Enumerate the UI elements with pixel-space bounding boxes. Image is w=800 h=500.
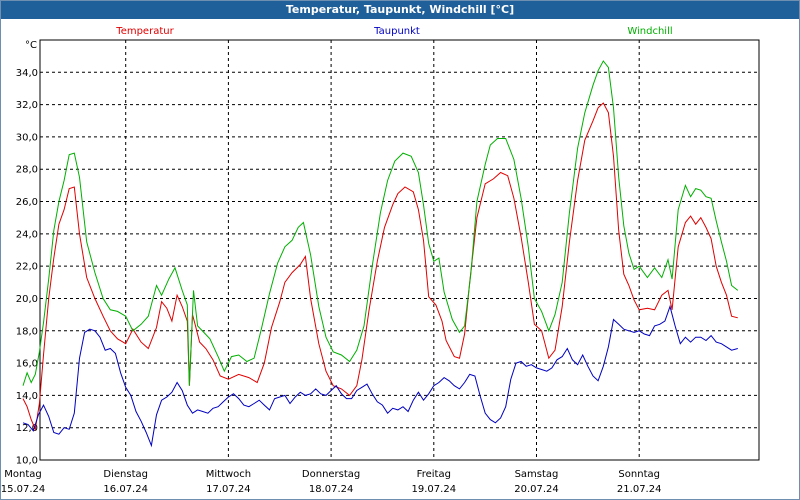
y-axis-ticks: 10,0 12,0 14,0 16,0 18,0 20,0 22,0 24,0 26,0 28,0… xyxy=(16,68,38,467)
x-tick-date: 20.07.24 xyxy=(514,484,559,495)
gridlines xyxy=(40,40,759,460)
x-tick-date: 21.07.24 xyxy=(617,484,662,495)
y-tick-label: 12,0 xyxy=(16,423,38,434)
y-tick-label: 34,0 xyxy=(16,68,38,79)
chart-title: Temperatur, Taupunkt, Windchill [°C] xyxy=(1,1,799,19)
x-tick-date: 19.07.24 xyxy=(412,484,457,495)
y-tick-label: 22,0 xyxy=(16,262,38,273)
series-lines xyxy=(22,60,739,448)
series-line-temperatur xyxy=(22,102,738,432)
x-tick-date: 17.07.24 xyxy=(206,484,251,495)
series-line-windchill xyxy=(22,60,739,386)
x-tick-day: Donnerstag xyxy=(302,469,360,480)
legend-windchill: Windchill xyxy=(627,26,672,37)
x-tick-day: Sonntag xyxy=(618,469,660,480)
x-tick-day: Dienstag xyxy=(103,469,148,480)
y-tick-label: 32,0 xyxy=(16,100,38,111)
plot-area xyxy=(39,39,760,461)
y-tick-label: 28,0 xyxy=(16,165,38,176)
x-tick-day: Mittwoch xyxy=(206,469,251,480)
legend-taupunkt: Taupunkt xyxy=(373,26,420,37)
y-tick-label: 30,0 xyxy=(16,132,38,143)
y-tick-label: 18,0 xyxy=(16,326,38,337)
y-tick-label: 24,0 xyxy=(16,229,38,240)
x-tick-day: Freitag xyxy=(417,469,451,480)
y-tick-label: 14,0 xyxy=(16,391,38,402)
y-tick-label: 16,0 xyxy=(16,359,38,370)
x-tick-day: Montag xyxy=(4,469,41,480)
x-tick-date: 16.07.24 xyxy=(103,484,148,495)
series-line-taupunkt xyxy=(22,304,738,448)
y-tick-label: 20,0 xyxy=(16,294,38,305)
y-axis-unit: °C xyxy=(25,40,37,51)
legend-temperatur: Temperatur xyxy=(115,26,174,37)
x-tick-date: 15.07.24 xyxy=(1,484,46,495)
y-tick-label: 10,0 xyxy=(16,456,38,467)
x-tick-day: Samstag xyxy=(515,469,559,480)
y-tick-label: 26,0 xyxy=(16,197,38,208)
x-axis-ticks: Montag 15.07.24 Dienstag 16.07.24 Mittwoch 17… xyxy=(1,469,662,495)
x-tick-date: 18.07.24 xyxy=(309,484,354,495)
